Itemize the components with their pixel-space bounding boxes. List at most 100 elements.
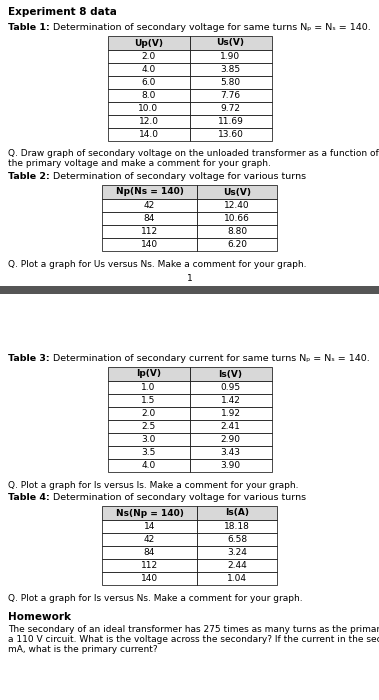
Bar: [102, 225, 197, 238]
Bar: [190, 50, 271, 63]
Bar: [108, 115, 190, 128]
Bar: [190, 433, 271, 446]
Text: the primary voltage and make a comment for your graph.: the primary voltage and make a comment f…: [8, 159, 271, 168]
Bar: [190, 89, 271, 102]
Text: Q. Plot a graph for Is versus Is. Make a comment for your graph.: Q. Plot a graph for Is versus Is. Make a…: [8, 481, 299, 490]
Text: 14: 14: [144, 522, 155, 531]
Bar: [102, 572, 197, 585]
Text: Ns(Np = 140): Ns(Np = 140): [116, 508, 183, 517]
Bar: [190, 63, 271, 76]
Bar: [197, 212, 277, 225]
Text: 112: 112: [141, 227, 158, 236]
Bar: [102, 533, 197, 546]
Text: 4.0: 4.0: [141, 65, 156, 74]
Text: 0.95: 0.95: [221, 383, 241, 392]
Bar: [197, 199, 277, 212]
Text: 42: 42: [144, 201, 155, 210]
Text: 1.5: 1.5: [141, 396, 156, 405]
Bar: [190, 407, 271, 420]
Bar: [190, 420, 271, 433]
Bar: [197, 225, 277, 238]
Text: 140: 140: [141, 240, 158, 249]
Bar: [108, 407, 190, 420]
Bar: [108, 381, 190, 394]
Text: 5.80: 5.80: [221, 78, 241, 87]
Bar: [197, 185, 277, 199]
Text: Table 2:: Table 2:: [8, 172, 50, 181]
Bar: [102, 185, 197, 199]
Bar: [197, 572, 277, 585]
Text: 1.0: 1.0: [141, 383, 156, 392]
Text: Table 1:: Table 1:: [8, 23, 50, 32]
Text: 112: 112: [141, 561, 158, 570]
Text: 12.40: 12.40: [224, 201, 250, 210]
Bar: [108, 63, 190, 76]
Text: 3.24: 3.24: [227, 548, 247, 557]
Bar: [102, 199, 197, 212]
Bar: [190, 102, 271, 115]
Bar: [108, 394, 190, 407]
Bar: [197, 238, 277, 251]
Text: 12.0: 12.0: [138, 117, 158, 126]
Bar: [102, 238, 197, 251]
Text: 3.0: 3.0: [141, 435, 156, 444]
Text: 3.43: 3.43: [221, 448, 241, 457]
Text: Q. Plot a graph for Us versus Ns. Make a comment for your graph.: Q. Plot a graph for Us versus Ns. Make a…: [8, 260, 307, 269]
Text: 6.58: 6.58: [227, 535, 247, 544]
Bar: [190, 394, 271, 407]
Text: 140: 140: [141, 574, 158, 583]
Bar: [108, 459, 190, 472]
Text: Up(V): Up(V): [134, 38, 163, 48]
Bar: [197, 506, 277, 520]
Text: Q. Plot a graph for Is versus Ns. Make a comment for your graph.: Q. Plot a graph for Is versus Ns. Make a…: [8, 594, 302, 603]
Bar: [190, 76, 271, 89]
Bar: [102, 212, 197, 225]
Text: a 110 V circuit. What is the voltage across the secondary? If the current in the: a 110 V circuit. What is the voltage acr…: [8, 635, 379, 644]
Bar: [197, 520, 277, 533]
Text: Experiment 8 data: Experiment 8 data: [8, 7, 117, 17]
Bar: [108, 446, 190, 459]
Text: Determination of secondary voltage for same turns Nₚ = Nₛ = 140.: Determination of secondary voltage for s…: [50, 23, 371, 32]
Text: 2.0: 2.0: [141, 409, 156, 418]
Bar: [108, 420, 190, 433]
Text: 1.90: 1.90: [221, 52, 241, 61]
Text: 10.66: 10.66: [224, 214, 250, 223]
Text: 42: 42: [144, 535, 155, 544]
Text: 2.90: 2.90: [221, 435, 241, 444]
Bar: [108, 76, 190, 89]
Text: 11.69: 11.69: [218, 117, 243, 126]
Text: 10.0: 10.0: [138, 104, 158, 113]
Text: Determination of secondary voltage for various turns: Determination of secondary voltage for v…: [50, 493, 306, 502]
Bar: [108, 102, 190, 115]
Bar: [102, 520, 197, 533]
Text: 8.0: 8.0: [141, 91, 156, 100]
Text: Table 4:: Table 4:: [8, 493, 50, 502]
Text: Table 3:: Table 3:: [8, 354, 50, 363]
Text: Is(A): Is(A): [225, 508, 249, 517]
Text: 3.5: 3.5: [141, 448, 156, 457]
Text: 13.60: 13.60: [218, 130, 243, 139]
Bar: [0, 286, 379, 294]
Bar: [102, 546, 197, 559]
Bar: [108, 367, 190, 381]
Text: 2.5: 2.5: [141, 422, 156, 431]
Bar: [190, 446, 271, 459]
Bar: [190, 115, 271, 128]
Text: 18.18: 18.18: [224, 522, 250, 531]
Text: 7.76: 7.76: [221, 91, 241, 100]
Bar: [108, 128, 190, 141]
Text: 1.92: 1.92: [221, 409, 241, 418]
Bar: [102, 559, 197, 572]
Bar: [108, 433, 190, 446]
Bar: [108, 36, 190, 50]
Text: 3.85: 3.85: [221, 65, 241, 74]
Bar: [108, 89, 190, 102]
Text: mA, what is the primary current?: mA, what is the primary current?: [8, 645, 158, 654]
Bar: [197, 559, 277, 572]
Text: Np(Ns = 140): Np(Ns = 140): [116, 188, 183, 197]
Bar: [190, 128, 271, 141]
Text: Us(V): Us(V): [216, 38, 244, 48]
Text: 9.72: 9.72: [221, 104, 241, 113]
Text: 2.0: 2.0: [141, 52, 156, 61]
Text: 2.41: 2.41: [221, 422, 240, 431]
